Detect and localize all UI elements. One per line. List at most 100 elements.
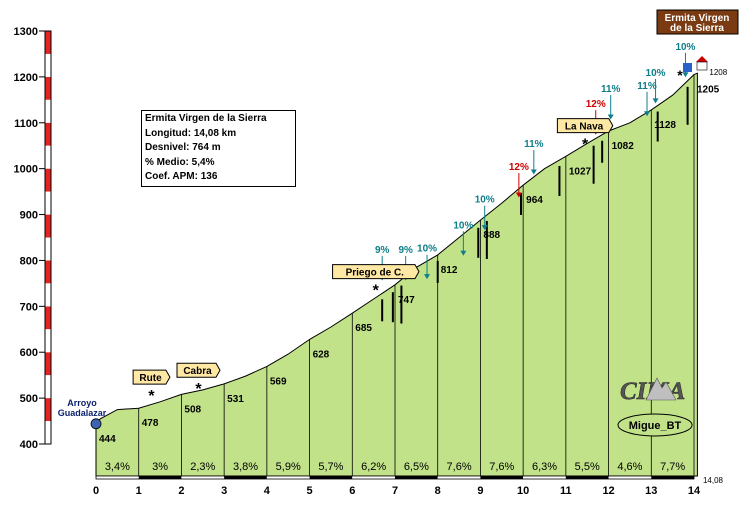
x-bar-segment [352, 476, 395, 479]
altitude-label: 569 [270, 376, 287, 387]
x-tick-label: 6 [349, 485, 355, 497]
x-axis-bar [95, 475, 695, 480]
info-longitud: Longitud: 14,08 km [145, 127, 237, 139]
y-stripe-white [45, 53, 51, 77]
start-label-line1: Arroyo [67, 398, 97, 408]
x-tick-label: 14 [688, 485, 701, 497]
chapel-body [696, 61, 708, 71]
x-tick-label: 13 [645, 485, 657, 497]
y-stripe-red [45, 168, 51, 192]
x-bar-segment [395, 476, 438, 479]
x-bar-segment [651, 476, 694, 479]
y-stripe-red [45, 398, 51, 422]
info-desnivel: Desnivel: 764 m [145, 142, 221, 153]
y-stripe-red [45, 76, 51, 100]
y-stripe-red [45, 352, 51, 376]
altitude-label: 888 [483, 230, 500, 241]
gradient-arrow-head [424, 274, 431, 280]
place-sign: Priego de C. * [332, 264, 420, 300]
stream-icon [90, 418, 102, 430]
y-tick-label: 1100 [14, 118, 38, 130]
place-sign-label: Priego de C. [346, 268, 405, 279]
altitude-label: 1205 [697, 85, 720, 96]
chapel-icon [696, 56, 708, 62]
y-tick-label: 700 [20, 301, 38, 313]
junction-star-icon: * [373, 283, 380, 300]
mountain-icon [645, 377, 677, 401]
segment-percentage: 6,2% [361, 461, 386, 473]
altitude-label: 508 [184, 404, 201, 415]
y-stripe-red [45, 306, 51, 330]
x-tick-label: 4 [264, 485, 271, 497]
gradient-label: 11% [601, 84, 621, 95]
altitude-label: 747 [398, 295, 415, 306]
gradient-label: 10% [453, 220, 473, 231]
info-title: Ermita Virgen de la Sierra [145, 113, 267, 124]
x-bar-segment [437, 476, 481, 479]
gradient-label: 11% [524, 139, 544, 150]
place-sign-label: Cabra [183, 366, 212, 377]
altitude-label: 1208 [709, 68, 727, 77]
y-stripe-white [45, 283, 51, 307]
x-bar-segment [181, 476, 225, 479]
segment-percentage: 5,9% [276, 461, 301, 473]
end-distance-label: 14,08 [703, 476, 724, 485]
y-axis-stripe [44, 30, 52, 445]
x-bar-segment [309, 476, 353, 479]
segment-percentage: 2,3% [190, 461, 215, 473]
y-stripe-white [45, 145, 51, 169]
gradient-label: 11% [637, 81, 657, 92]
segment-percentage: 5,5% [575, 461, 600, 473]
place-sign: Cabra * [176, 362, 221, 398]
x-tick-label: 7 [392, 485, 398, 497]
gradient-arrow-head [644, 111, 651, 117]
y-stripe-white [45, 375, 51, 399]
altitude-label: 444 [99, 434, 116, 445]
place-signs: Rute * Cabra * Priego de C. * La Nava * [132, 118, 614, 405]
x-tick-label: 2 [178, 485, 184, 497]
gradient-label: 9% [375, 245, 390, 256]
x-tick-label: 11 [560, 485, 572, 497]
altitude-label: 812 [441, 265, 458, 276]
summit-star-icon: * [677, 67, 683, 83]
x-tick-label: 0 [93, 485, 99, 497]
y-stripe-white [45, 191, 51, 215]
gradient-label: 10% [646, 68, 666, 79]
segment-percentage: 7,7% [660, 461, 685, 473]
altitude-label: 1082 [612, 141, 635, 152]
x-bar-segment [523, 476, 566, 479]
segment-percentage: 3,8% [233, 461, 258, 473]
place-sign-label: Rute [139, 373, 162, 384]
x-bar-segment [480, 476, 524, 479]
x-tick-label: 8 [435, 485, 441, 497]
x-bar-segment [96, 476, 139, 479]
gradient-label: 10% [475, 195, 495, 206]
place-sign-box [132, 369, 171, 385]
y-stripe-white [45, 329, 51, 353]
altitude-label: 1027 [569, 166, 592, 177]
segment-percentage: 5,7% [318, 461, 343, 473]
summit-label-line1: Ermita Virgen [665, 13, 730, 24]
place-sign-box [556, 118, 614, 134]
junction-star-icon: * [582, 137, 589, 154]
x-bar-segment [608, 476, 652, 479]
gradient-label: 10% [417, 244, 437, 255]
gradient-arrow-head [652, 98, 659, 104]
x-tick-label: 5 [307, 485, 313, 497]
x-bar-segment [565, 476, 609, 479]
place-sign-box [332, 264, 420, 280]
gradient-arrow-head [481, 225, 488, 231]
x-tick-label: 12 [602, 485, 614, 497]
km-divider-lines [138, 74, 695, 476]
y-tick-label: 1000 [14, 164, 38, 176]
segment-percentages: 3,4% 3% 2,3% 3,8% 5,9% 5,7% 6,2% 6,5% 7,6% 7,6% 6,… [105, 461, 686, 473]
segment-percentage: 6,5% [404, 461, 429, 473]
segment-percentage: 7,6% [489, 461, 514, 473]
junction-star-icon: * [148, 388, 155, 405]
x-tick-label: 3 [221, 485, 227, 497]
y-stripe-white [45, 99, 51, 123]
place-sign-box [176, 362, 221, 378]
altitude-label: 478 [142, 418, 159, 429]
